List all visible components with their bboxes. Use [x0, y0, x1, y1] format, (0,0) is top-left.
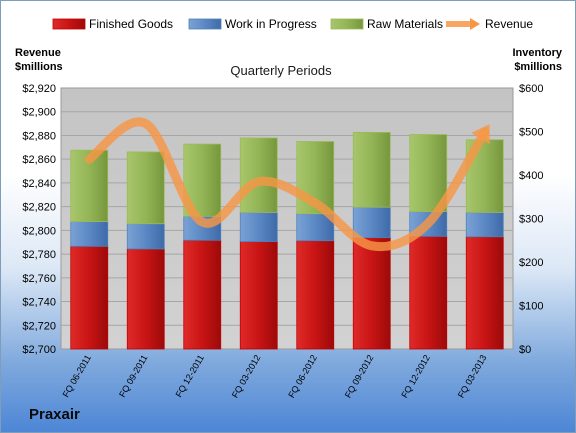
chart-title: Quarterly Periods [230, 63, 332, 78]
bar-work-in-progress [352, 206, 391, 239]
bar-finished-goods [70, 245, 109, 350]
left-tick-label: $2,880 [22, 130, 56, 142]
right-tick-label: $300 [519, 214, 543, 226]
bar-finished-goods [126, 248, 165, 350]
left-tick-label: $2,760 [22, 273, 56, 285]
category-label: FQ 06-2011 [61, 353, 93, 399]
legend-swatch-finished-goods [52, 18, 86, 30]
right-tick-label: $400 [519, 170, 543, 182]
category-label: FQ 03-2012 [230, 353, 263, 400]
revenue-line [84, 117, 490, 252]
bar-raw-materials [352, 131, 391, 208]
legend-label-finished-goods: Finished Goods [89, 17, 173, 31]
bar-finished-goods [352, 237, 391, 350]
right-axis-label-line1: Inventory [512, 47, 562, 59]
bar-finished-goods [296, 240, 335, 350]
legend-arrow-revenue [470, 18, 480, 30]
right-tick-label: $200 [519, 257, 543, 269]
right-axis-label-line2: $millions [514, 61, 562, 73]
left-tick-label: $2,860 [22, 154, 56, 166]
bar-work-in-progress [126, 223, 165, 250]
left-axis-label-line2: $millions [15, 61, 63, 73]
left-axis-label-line1: Revenue [15, 47, 61, 59]
right-tick-label: $100 [519, 301, 543, 313]
category-label: FQ 06-2012 [286, 353, 319, 400]
category-label: FQ 12-2012 [399, 353, 432, 400]
bar-finished-goods [465, 236, 504, 350]
left-tick-label: $2,820 [22, 202, 56, 214]
left-tick-label: $2,740 [22, 297, 56, 309]
left-tick-label: $2,800 [22, 225, 56, 237]
category-label: FQ 09-2012 [343, 353, 376, 400]
legend-swatch-raw-materials [330, 18, 364, 30]
left-tick-label: $2,720 [22, 320, 56, 332]
bar-raw-materials [239, 137, 278, 213]
bar-work-in-progress [239, 212, 278, 242]
left-tick-label: $2,780 [22, 249, 56, 261]
bar-work-in-progress [465, 212, 504, 238]
category-label: FQ 03-2013 [456, 353, 489, 400]
revenue-arrowhead [471, 124, 490, 145]
left-tick-label: $2,700 [22, 344, 56, 356]
category-label: FQ 09-2011 [117, 353, 149, 399]
category-label: FQ 12-2011 [174, 353, 206, 399]
bar-finished-goods [409, 235, 448, 350]
left-tick-label: $2,900 [22, 107, 56, 119]
legend-label-raw-materials: Raw Materials [367, 17, 443, 31]
legend-swatch-work-in-progress [188, 18, 222, 30]
left-tick-label: $2,920 [22, 83, 56, 95]
bar-finished-goods [183, 239, 222, 350]
bar-finished-goods [239, 241, 278, 350]
company-name: Praxair [29, 406, 80, 423]
legend-label-revenue: Revenue [485, 17, 533, 31]
right-tick-label: $500 [519, 127, 543, 139]
right-tick-label: $0 [519, 344, 531, 356]
legend-label-work-in-progress: Work in Progress [225, 17, 317, 31]
bar-work-in-progress [70, 221, 109, 247]
right-tick-label: $600 [519, 83, 543, 95]
bar-raw-materials [409, 134, 448, 212]
left-tick-label: $2,840 [22, 178, 56, 190]
bar-raw-materials [126, 151, 165, 225]
